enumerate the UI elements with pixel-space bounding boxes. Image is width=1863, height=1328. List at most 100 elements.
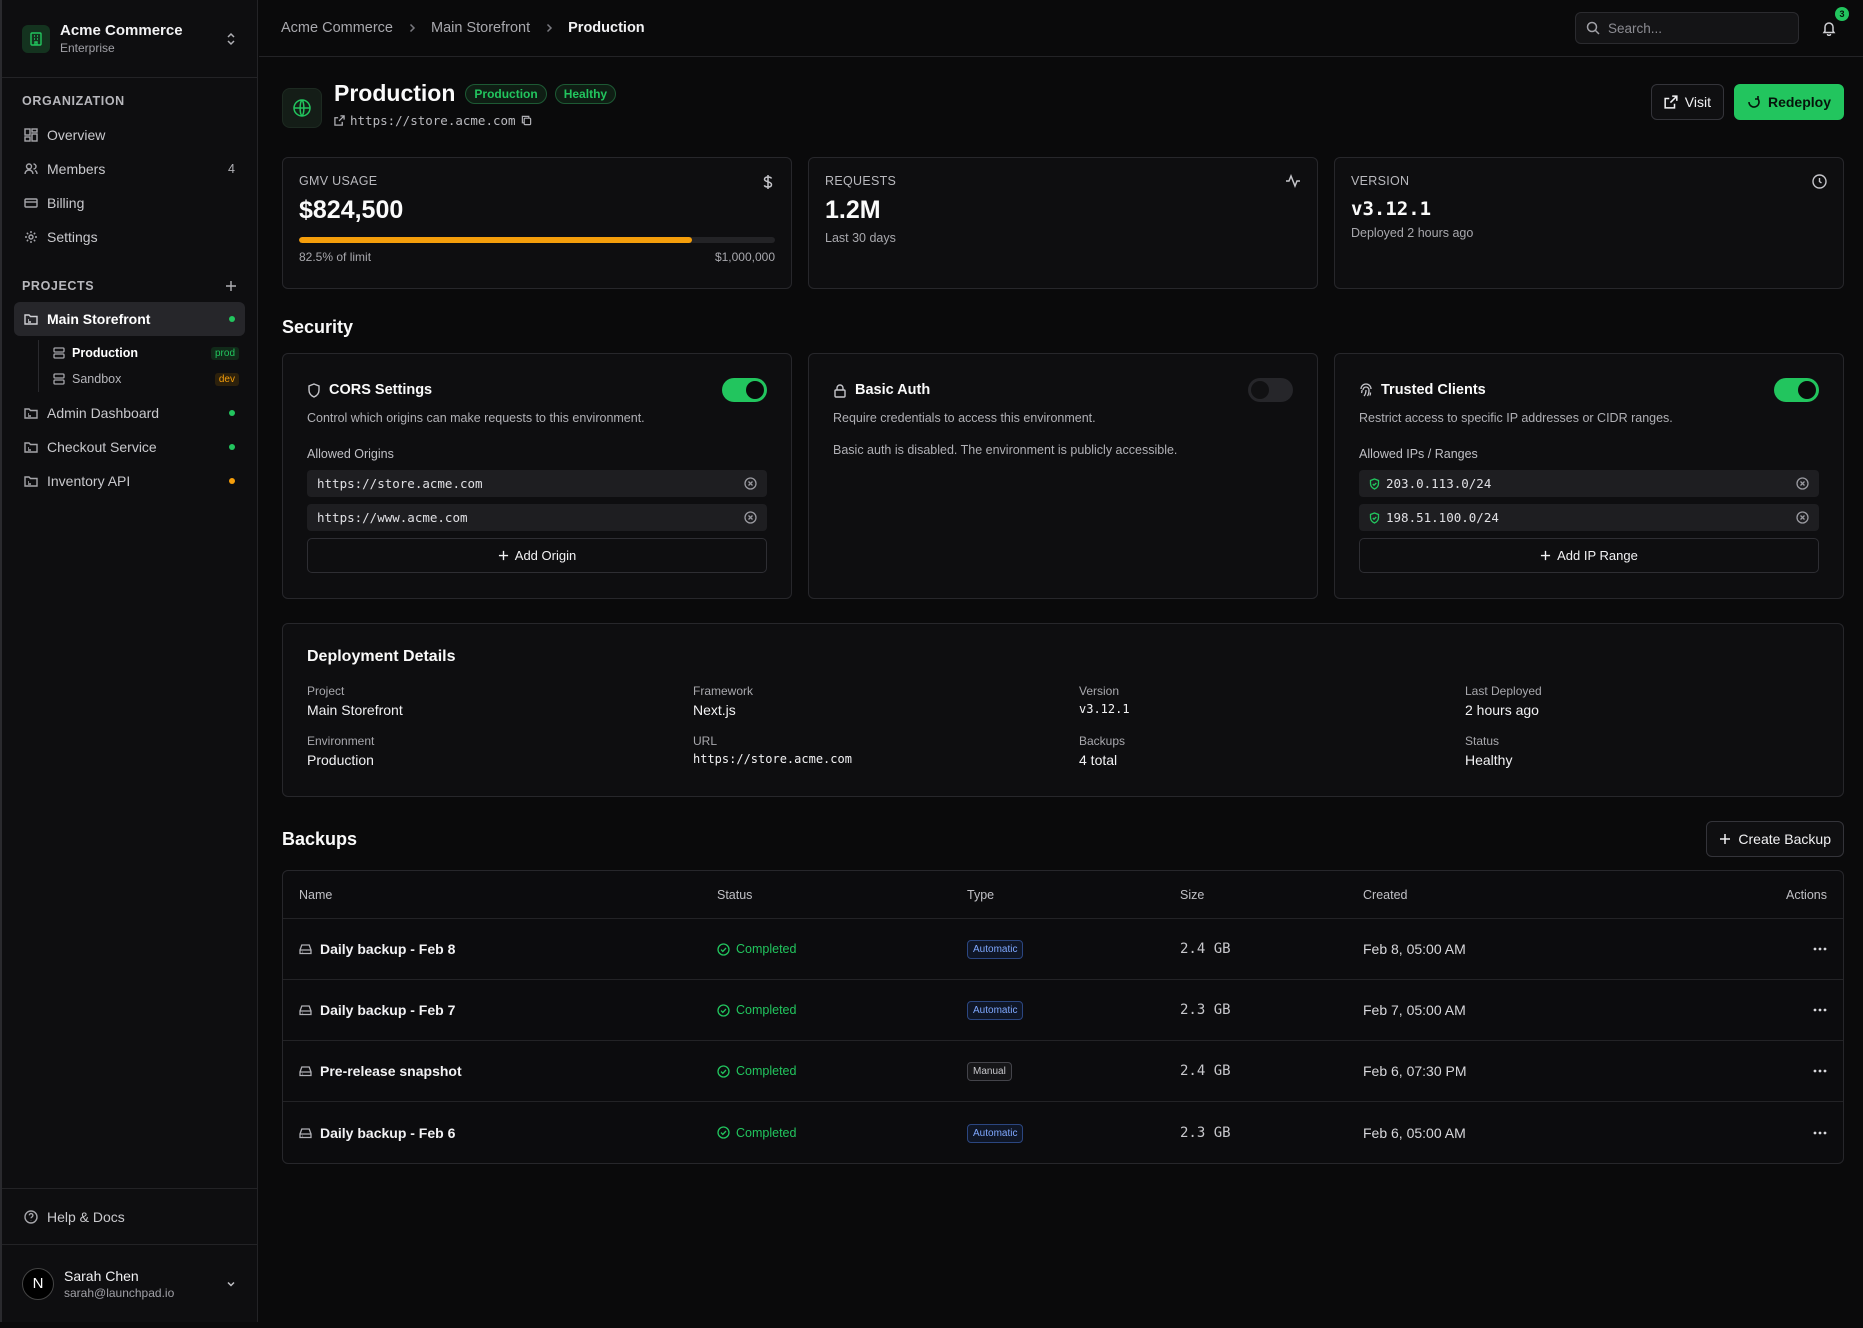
breadcrumb-current: Production xyxy=(568,20,645,36)
create-backup-label: Create Backup xyxy=(1738,831,1831,847)
globe-icon xyxy=(282,88,322,128)
search-input[interactable]: Search... xyxy=(1575,12,1799,44)
search-icon xyxy=(1586,21,1600,35)
members-count: 4 xyxy=(228,162,235,176)
notifications-button[interactable]: 3 xyxy=(1817,7,1849,40)
add-origin-label: Add Origin xyxy=(514,548,577,563)
table-row[interactable]: Daily backup - Feb 8 Completed Automatic… xyxy=(283,919,1843,980)
sidebar-env-production[interactable]: Production prod xyxy=(38,340,245,366)
shield-check-icon xyxy=(1369,477,1380,490)
folder-icon xyxy=(24,406,38,420)
project-status-dot xyxy=(229,478,235,484)
folder-icon xyxy=(24,474,38,488)
column-header: Created xyxy=(1363,887,1408,902)
detail-version: Version v3.12.1 xyxy=(1079,684,1130,716)
backup-name: Daily backup - Feb 7 xyxy=(320,1002,456,1018)
create-backup-button[interactable]: Create Backup xyxy=(1706,821,1844,857)
remove-circle-icon[interactable] xyxy=(1796,511,1809,524)
hard-drive-icon xyxy=(299,943,312,955)
visit-button[interactable]: Visit xyxy=(1650,84,1724,120)
table-row[interactable]: Pre-release snapshot Completed Manual 2.… xyxy=(283,1041,1843,1102)
sidebar-project-checkout-service[interactable]: Checkout Service xyxy=(14,430,245,464)
sidebar-env-sandbox[interactable]: Sandbox dev xyxy=(38,366,245,392)
requests-card: REQUESTS 1.2M Last 30 days xyxy=(808,157,1318,289)
add-origin-button[interactable]: Add Origin xyxy=(307,538,767,573)
check-circle-icon xyxy=(717,1003,730,1017)
backup-created: Feb 6, 05:00 AM xyxy=(1363,1124,1466,1141)
backup-type-badge: Manual xyxy=(967,1062,1012,1081)
external-link-icon xyxy=(1664,95,1678,109)
user-menu[interactable]: N Sarah Chen sarah@launchpad.io xyxy=(2,1244,257,1322)
remove-circle-icon[interactable] xyxy=(1796,477,1809,490)
backups-table: Name Status Type Size Created Actions Da… xyxy=(282,870,1844,1164)
more-horizontal-icon[interactable] xyxy=(1813,1069,1827,1073)
building-icon xyxy=(22,24,50,53)
basic-auth-toggle[interactable] xyxy=(1248,378,1293,402)
sidebar-project-inventory-api[interactable]: Inventory API xyxy=(14,464,245,498)
ip-value: 198.51.100.0/24 xyxy=(1386,510,1499,525)
trusted-desc: Restrict access to specific IP addresses… xyxy=(1359,411,1673,425)
page-header: Production Production Healthy https://st… xyxy=(282,57,1844,157)
column-header: Type xyxy=(967,887,995,902)
backup-name: Daily backup - Feb 8 xyxy=(320,941,456,957)
sidebar-item-members[interactable]: Members 4 xyxy=(14,152,245,186)
more-horizontal-icon[interactable] xyxy=(1813,947,1827,951)
remove-circle-icon[interactable] xyxy=(744,477,757,490)
cors-toggle[interactable] xyxy=(722,378,767,402)
help-docs-link[interactable]: Help & Docs xyxy=(2,1188,257,1244)
detail-status: Status Healthy xyxy=(1465,734,1513,768)
sidebar-item-settings[interactable]: Settings xyxy=(14,220,245,254)
add-ip-range-button[interactable]: Add IP Range xyxy=(1359,538,1819,573)
redeploy-label: Redeploy xyxy=(1767,94,1831,110)
org-switcher[interactable]: Acme Commerce Enterprise xyxy=(2,0,257,78)
folder-icon xyxy=(24,440,38,454)
cors-card: CORS Settings Control which origins can … xyxy=(282,353,792,599)
check-circle-icon xyxy=(717,1064,730,1078)
gmv-limit: $1,000,000 xyxy=(714,250,775,264)
cors-desc: Control which origins can make requests … xyxy=(307,411,645,425)
users-icon xyxy=(24,162,38,176)
stat-label: VERSION xyxy=(1351,174,1410,188)
avatar: N xyxy=(22,1267,54,1300)
backup-created: Feb 8, 05:00 AM xyxy=(1363,941,1466,957)
backup-status: Completed xyxy=(736,1064,797,1078)
visit-label: Visit xyxy=(1684,94,1711,110)
user-name: Sarah Chen xyxy=(64,1267,139,1284)
add-project-icon[interactable] xyxy=(225,280,237,292)
more-horizontal-icon[interactable] xyxy=(1813,1008,1827,1012)
deployment-title: Deployment Details xyxy=(307,648,456,665)
version-card: VERSION v3.12.1 Deployed 2 hours ago xyxy=(1334,157,1844,289)
version-sub: Deployed 2 hours ago xyxy=(1351,226,1474,240)
environment-url[interactable]: https://store.acme.com xyxy=(350,113,516,128)
user-email: sarah@launchpad.io xyxy=(64,1285,175,1300)
hard-drive-icon xyxy=(299,1065,312,1077)
backup-created: Feb 7, 05:00 AM xyxy=(1363,1002,1466,1018)
hard-drive-icon xyxy=(299,1004,312,1016)
breadcrumb-item[interactable]: Main Storefront xyxy=(431,20,531,36)
sidebar-project-main-storefront[interactable]: Main Storefront xyxy=(14,302,245,336)
backup-type-badge: Automatic xyxy=(967,1123,1024,1143)
table-row[interactable]: Daily backup - Feb 6 Completed Automatic… xyxy=(283,1102,1843,1163)
copy-icon[interactable] xyxy=(521,115,532,126)
check-circle-icon xyxy=(717,1126,730,1139)
help-label: Help & Docs xyxy=(47,1208,125,1225)
project-status-dot xyxy=(229,410,235,416)
sidebar-item-overview[interactable]: Overview xyxy=(14,118,245,152)
remove-circle-icon[interactable] xyxy=(744,511,757,524)
sidebar-project-admin-dashboard[interactable]: Admin Dashboard xyxy=(14,396,245,430)
breadcrumb-item[interactable]: Acme Commerce xyxy=(281,20,393,36)
org-name: Acme Commerce xyxy=(60,22,183,39)
requests-sub: Last 30 days xyxy=(825,231,896,245)
more-horizontal-icon[interactable] xyxy=(1813,1131,1827,1135)
redeploy-button[interactable]: Redeploy xyxy=(1733,84,1844,120)
refresh-icon xyxy=(1747,95,1761,109)
ip-value: 203.0.113.0/24 xyxy=(1386,476,1492,491)
trusted-toggle[interactable] xyxy=(1774,378,1819,402)
basic-auth-desc: Require credentials to access this envir… xyxy=(833,411,1096,425)
sidebar-item-billing[interactable]: Billing xyxy=(14,186,245,220)
table-row[interactable]: Daily backup - Feb 7 Completed Automatic… xyxy=(283,980,1843,1041)
origin-value: https://store.acme.com xyxy=(317,476,483,491)
chevron-right-icon xyxy=(407,23,417,33)
environment-badge: Production xyxy=(465,83,547,104)
ip-item: 198.51.100.0/24 xyxy=(1359,504,1819,531)
